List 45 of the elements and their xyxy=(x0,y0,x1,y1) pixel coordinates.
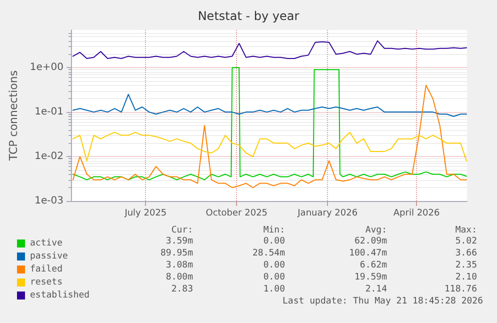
legend-label: resets xyxy=(30,278,63,288)
text: 3.59m xyxy=(166,236,193,246)
legend-label: passive xyxy=(30,252,68,262)
x-tick-label: January 2026 xyxy=(296,208,358,218)
text: 2.10 xyxy=(455,272,478,282)
text: Last update: Thu May 21 18:45:28 2026 xyxy=(282,296,483,306)
text: Cur: xyxy=(171,226,194,236)
legend-label: established xyxy=(30,290,90,300)
text: 8.00m xyxy=(166,272,193,282)
text: 2.14 xyxy=(365,284,388,294)
text: 2.35 xyxy=(455,260,478,270)
legend-label: active xyxy=(30,238,63,248)
text: 89.95m xyxy=(160,248,194,258)
text: 3.66 xyxy=(455,248,478,258)
y-tick-label: 1e-03 xyxy=(34,196,64,206)
text: 6.62m xyxy=(360,260,387,270)
text: 62.09m xyxy=(354,236,388,246)
line-series xyxy=(72,84,468,188)
text: 0.00 xyxy=(263,260,286,270)
text: 2.83 xyxy=(171,284,194,294)
y-axis-title: TCP connections xyxy=(7,70,20,162)
x-tick-label: October 2025 xyxy=(206,208,268,218)
x-tick-label: July 2025 xyxy=(124,208,167,218)
text: 118.76 xyxy=(444,284,478,294)
text: Max: xyxy=(455,226,478,236)
text: 0.00 xyxy=(263,236,286,246)
text: 19.59m xyxy=(354,272,388,282)
text: 100.47m xyxy=(349,248,388,258)
text: 3.08m xyxy=(166,260,193,270)
text: 1.00 xyxy=(263,284,286,294)
text: Min: xyxy=(263,226,286,236)
text: 5.02 xyxy=(455,236,478,246)
line-series xyxy=(72,40,468,60)
y-tick-label: 1e+00 xyxy=(30,62,64,74)
chart-title: Netstat - by year xyxy=(198,9,300,23)
legend-label: failed xyxy=(30,264,63,274)
text: 0.00 xyxy=(263,272,286,282)
line-series xyxy=(72,67,468,180)
text: Avg: xyxy=(365,226,388,236)
x-tick-label: April 2026 xyxy=(393,208,440,218)
y-tick-label: 1e-01 xyxy=(34,106,64,118)
y-tick-label: 1e-02 xyxy=(34,151,64,162)
text: 28.54m xyxy=(252,248,286,258)
line-series xyxy=(72,94,468,117)
line-series xyxy=(72,132,468,162)
